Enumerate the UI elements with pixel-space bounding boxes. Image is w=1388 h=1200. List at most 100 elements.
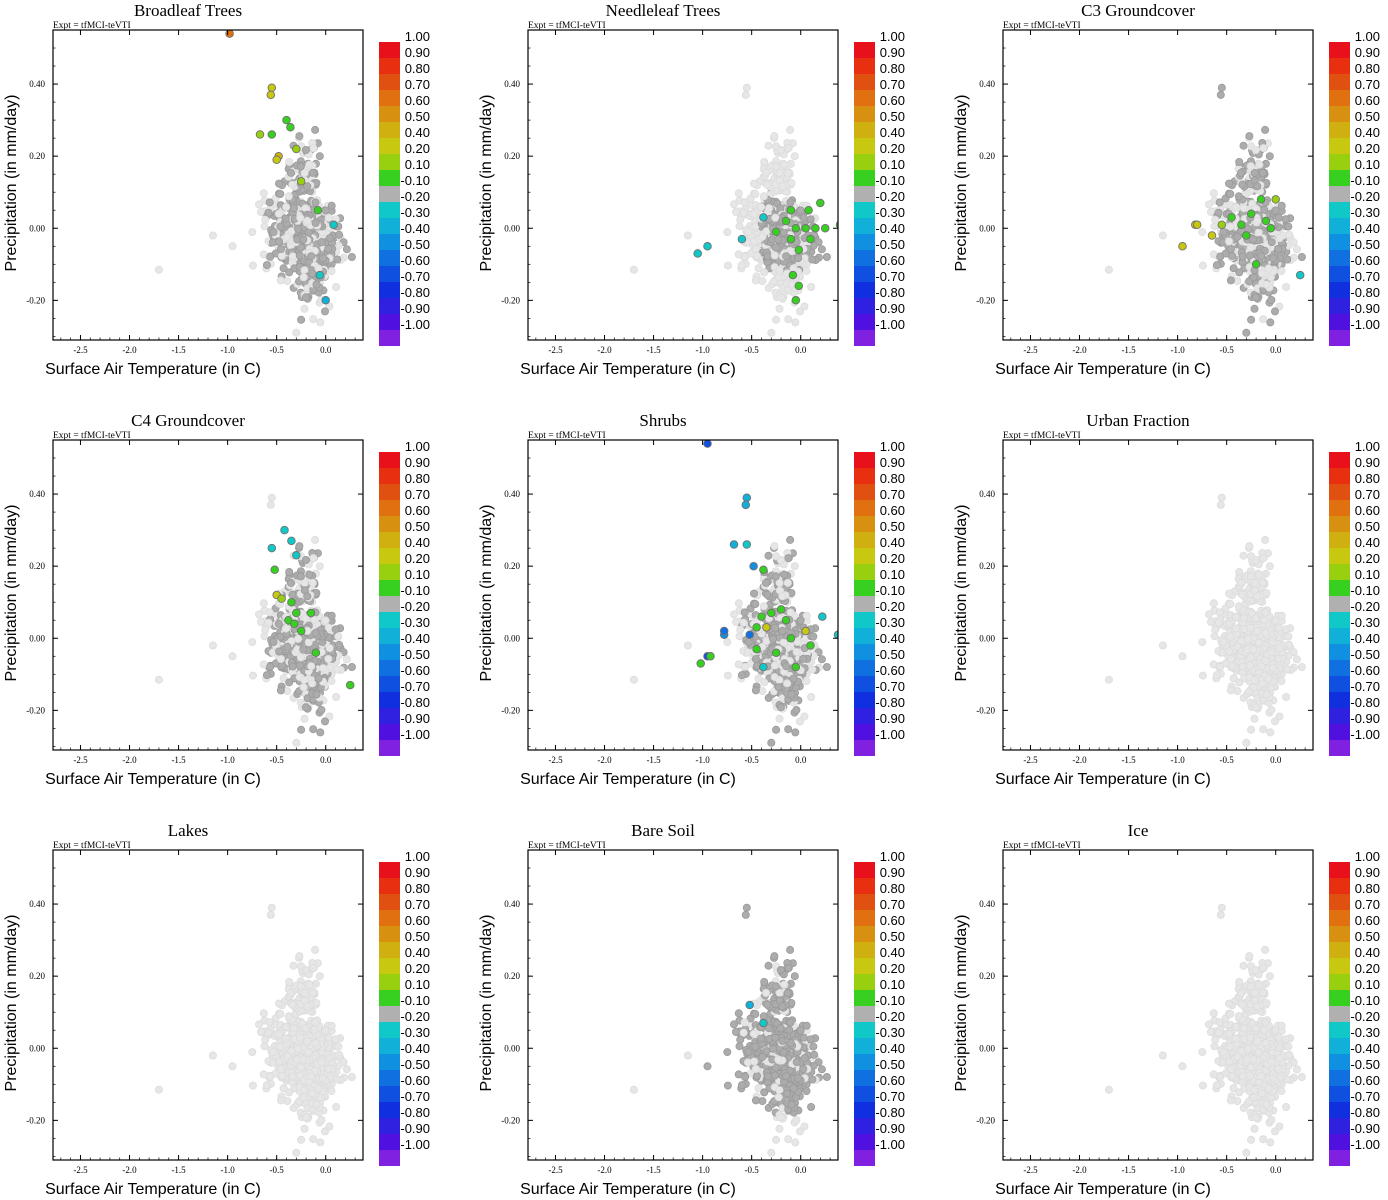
background-point bbox=[296, 572, 305, 581]
data-point bbox=[286, 123, 295, 132]
background-point bbox=[740, 198, 749, 207]
data-point bbox=[806, 641, 815, 650]
data-point bbox=[1178, 242, 1187, 251]
data-point bbox=[313, 205, 323, 215]
background-point bbox=[1253, 626, 1262, 635]
background-point bbox=[800, 712, 809, 721]
background-point bbox=[311, 218, 320, 227]
colorbar-label: -0.60 bbox=[400, 663, 430, 678]
background-point bbox=[1297, 252, 1306, 261]
background-point bbox=[775, 714, 784, 723]
background-point bbox=[770, 132, 779, 141]
background-point bbox=[1226, 632, 1235, 641]
colorbar-label: 0.90 bbox=[880, 455, 905, 470]
colorbar-swatch bbox=[854, 218, 875, 234]
data-point bbox=[757, 612, 766, 621]
background-point bbox=[308, 269, 317, 278]
background-point bbox=[1261, 535, 1270, 544]
background-point bbox=[734, 599, 743, 608]
background-point bbox=[786, 608, 795, 617]
colorbar-label: 0.80 bbox=[1355, 61, 1380, 76]
background-point bbox=[1257, 252, 1266, 261]
data-point bbox=[741, 500, 751, 510]
x-tick-label: -1.0 bbox=[695, 345, 710, 355]
background-point bbox=[335, 640, 344, 649]
background-point bbox=[262, 261, 271, 270]
background-point bbox=[737, 261, 746, 270]
background-point bbox=[771, 623, 780, 632]
x-tick-label: -2.5 bbox=[73, 345, 88, 355]
x-tick-label: -2.5 bbox=[548, 345, 563, 355]
y-tick-label: 0.00 bbox=[29, 223, 45, 233]
background-point bbox=[296, 243, 305, 252]
background-point bbox=[276, 632, 285, 641]
background-point bbox=[301, 293, 310, 302]
data-point bbox=[791, 662, 801, 672]
colorbar-label: 0.50 bbox=[405, 519, 430, 534]
background-point bbox=[312, 280, 321, 289]
data-point bbox=[292, 144, 301, 154]
background-point bbox=[332, 282, 341, 291]
y-tick-label: 0.40 bbox=[29, 79, 45, 89]
colorbar-label: -0.20 bbox=[400, 189, 430, 204]
background-point bbox=[817, 655, 826, 664]
colorbar-label: 0.90 bbox=[1355, 455, 1380, 470]
colorbar-label: 0.50 bbox=[880, 109, 905, 124]
colorbar-label: -0.70 bbox=[875, 679, 905, 694]
colorbar-swatch bbox=[854, 484, 875, 500]
background-point bbox=[1271, 616, 1280, 625]
background-point bbox=[269, 638, 278, 647]
x-tick-label: -1.0 bbox=[695, 755, 710, 765]
x-tick-label: -2.0 bbox=[122, 755, 137, 765]
data-point bbox=[811, 224, 820, 233]
background-point bbox=[750, 179, 759, 188]
background-point bbox=[1258, 168, 1267, 177]
colorbar-swatch bbox=[1329, 740, 1350, 756]
colorbar-label: 0.90 bbox=[1355, 45, 1380, 60]
background-point bbox=[770, 251, 779, 260]
colorbar-label: -0.50 bbox=[400, 237, 430, 252]
colorbar-swatch bbox=[379, 74, 400, 90]
data-point bbox=[345, 680, 355, 690]
background-point bbox=[734, 189, 743, 198]
background-point bbox=[1284, 222, 1293, 231]
colorbar-swatch bbox=[1329, 138, 1350, 154]
experiment-label: Expt = tfMCI-teVTI bbox=[1003, 430, 1081, 441]
colorbar-swatch bbox=[379, 250, 400, 266]
data-point bbox=[287, 536, 296, 546]
background-point bbox=[1277, 611, 1286, 620]
data-point bbox=[1295, 270, 1305, 280]
background-point bbox=[786, 535, 795, 544]
colorbar-swatch bbox=[854, 644, 875, 660]
colorbar-swatch bbox=[379, 234, 400, 250]
background-point bbox=[760, 157, 769, 166]
background-point bbox=[1235, 568, 1244, 577]
colorbar-label: 0.60 bbox=[880, 93, 905, 108]
experiment-label: Expt = tfMCI-teVTI bbox=[53, 430, 131, 441]
colorbar-label: -0.70 bbox=[1350, 679, 1380, 694]
panel-title: Urban Fraction bbox=[1086, 411, 1190, 430]
background-point bbox=[1225, 647, 1234, 656]
background-point bbox=[1226, 244, 1235, 253]
background-point bbox=[301, 556, 310, 565]
colorbar-swatch bbox=[379, 330, 400, 346]
colorbar-swatch bbox=[854, 298, 875, 314]
background-point bbox=[1226, 222, 1235, 231]
colorbar-swatch bbox=[1329, 500, 1350, 516]
background-point bbox=[297, 725, 306, 734]
colorbar-label: 0.70 bbox=[880, 487, 905, 502]
colorbar-swatch bbox=[379, 218, 400, 234]
background-point bbox=[1266, 728, 1275, 737]
points-group bbox=[154, 493, 356, 747]
y-tick-label: -0.20 bbox=[26, 295, 45, 305]
background-point bbox=[256, 618, 265, 627]
y-tick-label: -0.20 bbox=[976, 705, 995, 715]
background-point bbox=[784, 144, 793, 153]
background-point bbox=[1297, 663, 1306, 672]
colorbar: 1.000.900.800.700.600.500.400.200.10-0.1… bbox=[379, 29, 430, 346]
x-tick-label: -2.0 bbox=[597, 345, 612, 355]
colorbar-swatch bbox=[379, 282, 400, 298]
background-point bbox=[762, 578, 771, 587]
